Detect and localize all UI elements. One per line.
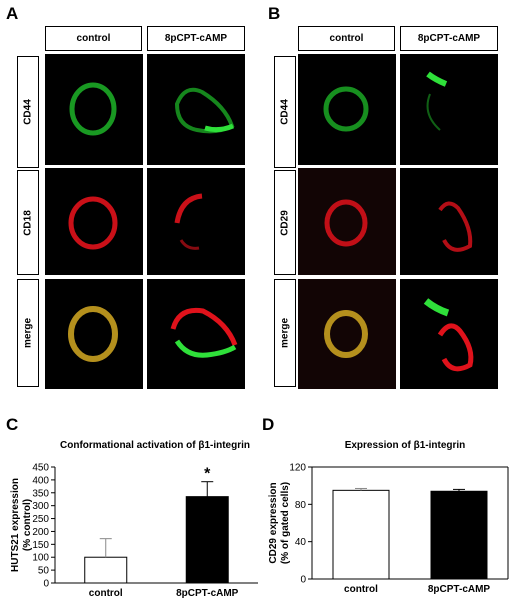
row-header-cd44-a: CD44 (17, 56, 39, 168)
column-header-cAMP-b: 8pCPT-cAMP (400, 26, 498, 51)
micrograph-b-cd44-control (298, 54, 396, 165)
micrograph-b-merge-control (298, 279, 396, 389)
y-tick-label: 100 (32, 553, 49, 564)
y-axis-label: CD29 expression(% of gated cells) (268, 482, 291, 564)
chart-title-c: Conformational activation of β1-integrin (60, 440, 250, 451)
micrograph-b-cd29-control (298, 168, 396, 275)
x-tick-label: control (89, 588, 123, 599)
significance-marker: * (204, 466, 211, 483)
y-axis-label: HUTS21 expression(% control) (10, 478, 33, 572)
chart-title-d: Expression of β1-integrin (344, 440, 466, 451)
panel-letter-d: D (262, 415, 275, 434)
x-tick-label: 8pCPT-cAMP (176, 588, 239, 599)
column-header-control-b: control (298, 26, 395, 51)
x-tick-label: control (344, 584, 378, 595)
panel-letter-c: C (6, 415, 19, 434)
y-tick-label: 50 (38, 566, 50, 577)
panel-letter-b: B (268, 4, 281, 23)
micrograph-b-merge-camp (400, 279, 498, 389)
y-tick-label: 120 (289, 463, 306, 474)
x-tick-label: 8pCPT-cAMP (428, 584, 491, 595)
micrograph-b-cd29-camp (400, 168, 498, 275)
panel-letter-a: A (6, 4, 19, 23)
y-tick-label: 150 (32, 540, 49, 551)
y-tick-label: 0 (300, 575, 306, 586)
row-header-merge-b: merge (274, 279, 296, 387)
micrograph-a-cd18-camp (147, 168, 245, 275)
bar (185, 496, 229, 584)
y-tick-label: 40 (295, 537, 307, 548)
micrograph-a-cd44-control (45, 54, 143, 165)
y-tick-label: 400 (32, 475, 49, 486)
row-header-cd29-b: CD29 (274, 170, 296, 275)
micrograph-a-cd44-camp (147, 54, 245, 165)
y-tick-label: 350 (32, 488, 49, 499)
y-tick-label: 300 (32, 501, 49, 512)
y-tick-label: 200 (32, 527, 49, 538)
row-header-cd18-a: CD18 (17, 170, 39, 275)
micrograph-a-cd18-control (45, 168, 143, 275)
row-header-merge-a: merge (17, 279, 39, 387)
y-tick-label: 80 (295, 500, 307, 511)
y-tick-label: 250 (32, 514, 49, 525)
micrograph-a-merge-control (45, 279, 143, 389)
column-header-cAMP-a: 8pCPT-cAMP (147, 26, 245, 51)
bar (332, 489, 390, 580)
micrograph-b-cd44-camp (400, 54, 498, 165)
y-tick-label: 0 (43, 579, 49, 590)
bar-chart-cd29: 0 40 80 120 CD29 expression(% of gated cells… (268, 463, 509, 595)
y-tick-label: 450 (32, 463, 49, 474)
micrograph-a-merge-camp (147, 279, 245, 389)
bar (84, 556, 128, 584)
row-header-cd44-b: CD44 (274, 56, 296, 168)
bar (430, 490, 488, 580)
column-header-control-a: control (45, 26, 142, 51)
